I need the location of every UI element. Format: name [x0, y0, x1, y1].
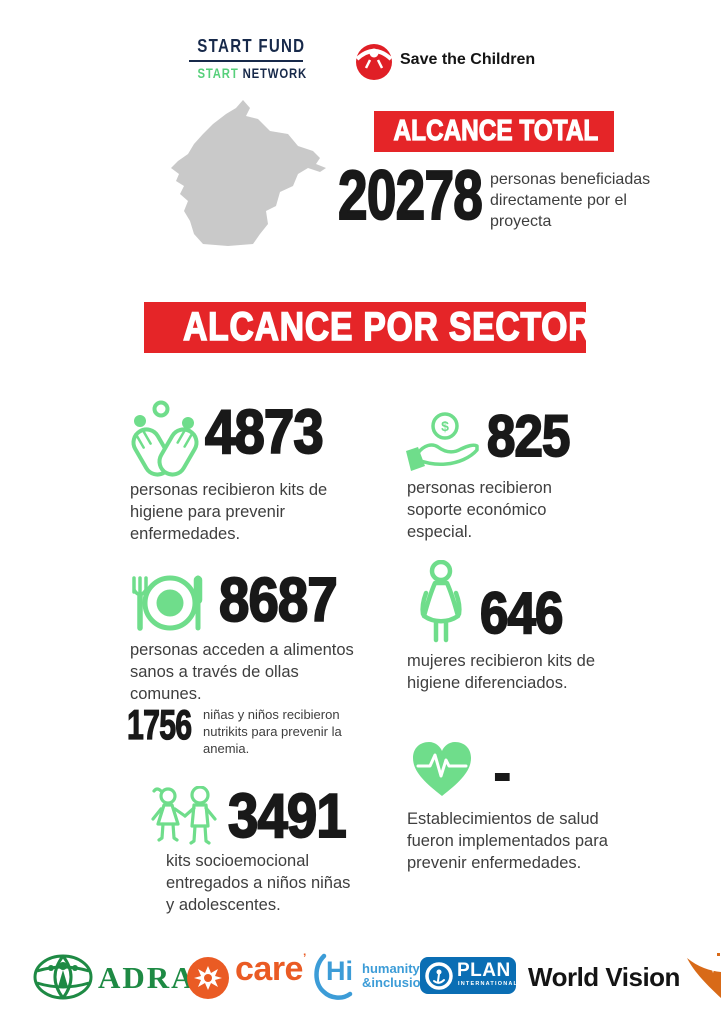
start-fund-title: START FUND [197, 36, 306, 56]
food-plate-icon [132, 575, 203, 631]
start-logo-divider [189, 60, 303, 62]
woman-icon [420, 560, 462, 643]
save-the-children-label: Save the Children [400, 51, 536, 68]
stat-value: - [493, 745, 512, 801]
stat-text: Establecimientos de salud fueron impleme… [407, 810, 608, 872]
money-hand-icon: $ [406, 412, 479, 471]
sector-banner-label: ALCANCE POR SECTOR [182, 304, 594, 350]
save-the-children-icon [355, 44, 393, 80]
stat-value: 4873 [204, 398, 325, 467]
stat-text: niñas y niños recibieron nutrikits para … [203, 707, 342, 756]
world-vision-label: World Vision [528, 962, 680, 992]
care-logo-icon [187, 957, 229, 999]
stat-value: 646 [479, 581, 564, 646]
hi-label: humanity &inclusion [362, 961, 429, 991]
heart-pulse-icon [413, 742, 471, 796]
world-vision-star-icon [687, 958, 721, 998]
plan-label: PLAN [457, 960, 511, 981]
adra-globe-icon [33, 954, 93, 1000]
start-network-word1: START [197, 66, 239, 81]
stat-text: kits socioemocional entregados a niños n… [166, 852, 351, 914]
plan-logo: PLAN INTERNATIONAL [420, 957, 519, 994]
stat-text: personas recibieron kits de higiene para… [130, 481, 328, 543]
stat-text: mujeres recibieron kits de higiene difer… [407, 652, 595, 692]
children-icon [151, 786, 217, 845]
hi-label-line1: humanity [362, 961, 420, 976]
world-vision-trademark [717, 953, 720, 956]
stat-text: personas recibieron soporte económico es… [407, 479, 552, 541]
stat-value: 8687 [218, 566, 339, 635]
hi-hand-icon [314, 953, 353, 1000]
dollar-sign: $ [441, 418, 449, 434]
save-the-children-logo [353, 38, 395, 87]
sector-banner: ALCANCE POR SECTOR [144, 302, 593, 353]
care-label-wrap: care’ [235, 950, 306, 989]
hi-label-line2: &inclusion [362, 975, 429, 991]
stat-value: 825 [486, 404, 571, 469]
total-banner: ALCANCE TOTAL [374, 111, 614, 152]
stat-text: personas acceden a alimentos sanos a tra… [130, 641, 354, 703]
hi-logo: Hi [314, 952, 358, 1000]
start-fund-logo: START FUND START NETWORK [187, 36, 308, 81]
care-trademark: ’ [302, 951, 307, 965]
total-banner-label: ALCANCE TOTAL [393, 114, 599, 147]
plan-sub-label: INTERNATIONAL [458, 981, 519, 987]
total-value: 20278 [337, 156, 483, 234]
stat-value: 1756 [127, 701, 193, 748]
total-description: personas beneficiadas directamente por e… [490, 171, 651, 231]
care-label: care [235, 950, 303, 988]
region-map [171, 100, 326, 246]
adra-label: ADRA [98, 960, 196, 995]
stat-value: 3491 [227, 782, 348, 851]
start-network-word2: NETWORK [238, 66, 308, 81]
hi-glyph: Hi [326, 956, 353, 986]
plan-circle-icon [425, 962, 453, 990]
handwash-icon [131, 400, 199, 477]
